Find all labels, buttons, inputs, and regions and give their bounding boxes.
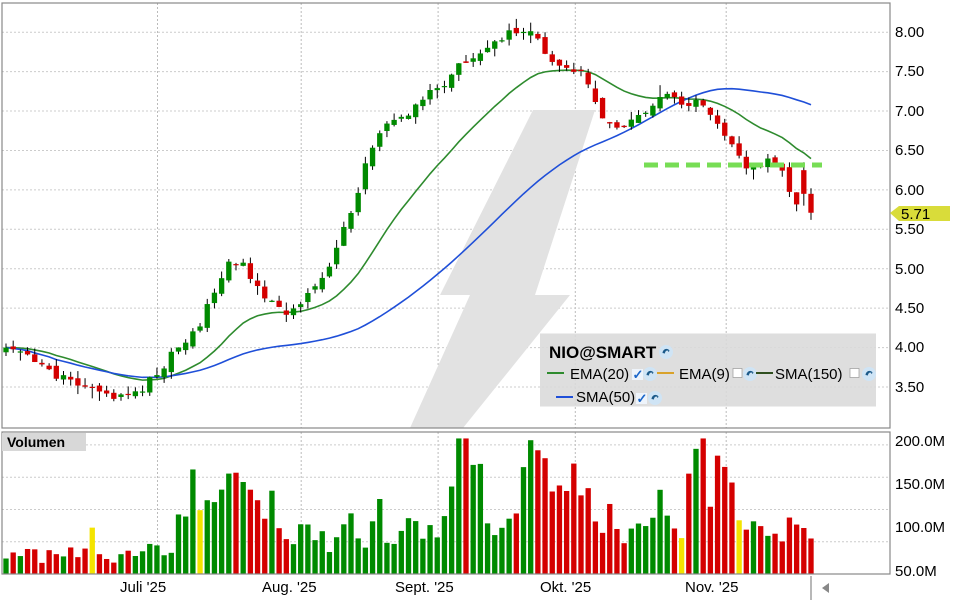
svg-text:200.0M: 200.0M [895,433,945,450]
svg-text:6.00: 6.00 [895,182,924,199]
svg-text:✓: ✓ [633,367,644,382]
svg-text:SMA(150): SMA(150) [775,366,843,383]
svg-text:50.0M: 50.0M [895,563,937,580]
svg-text:SMA(50): SMA(50) [576,389,635,406]
svg-text:Okt. '25: Okt. '25 [540,579,591,596]
svg-text:NIO@SMART: NIO@SMART [549,343,657,362]
svg-text:EMA(9): EMA(9) [679,366,730,383]
svg-text:4.50: 4.50 [895,300,924,317]
svg-text:7.50: 7.50 [895,63,924,80]
svg-text:100.0M: 100.0M [895,519,945,536]
svg-text:Juli '25: Juli '25 [120,579,166,596]
svg-text:✓: ✓ [637,391,648,406]
svg-text:8.00: 8.00 [895,24,924,41]
svg-text:7.00: 7.00 [895,103,924,120]
svg-text:5.00: 5.00 [895,261,924,278]
svg-text:Nov. '25: Nov. '25 [685,579,738,596]
svg-text:3.50: 3.50 [895,379,924,396]
svg-text:6.50: 6.50 [895,142,924,159]
svg-text:150.0M: 150.0M [895,476,945,493]
svg-text:EMA(20): EMA(20) [570,366,629,383]
svg-text:Aug. '25: Aug. '25 [262,579,317,596]
svg-text:Volumen: Volumen [7,434,65,450]
svg-text:4.00: 4.00 [895,339,924,356]
svg-text:5.50: 5.50 [895,221,924,238]
svg-text:5.71: 5.71 [901,206,930,223]
svg-text:Sept. '25: Sept. '25 [395,579,454,596]
